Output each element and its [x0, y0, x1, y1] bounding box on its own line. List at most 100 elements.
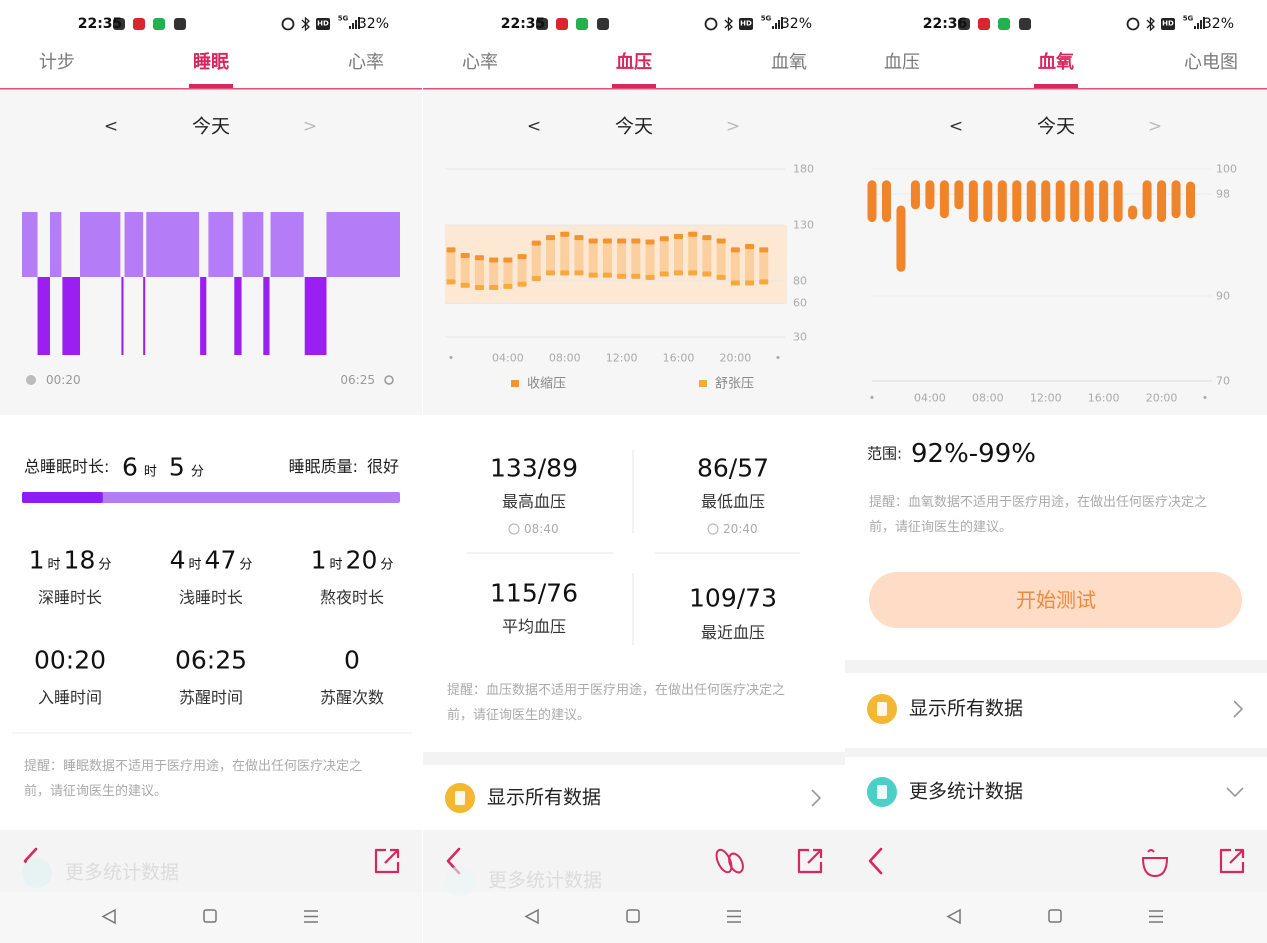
- screen-graphics: [0, 16, 422, 943]
- x-tick-label: 04:00: [914, 391, 946, 405]
- diastolic-cap: [588, 272, 598, 278]
- date-prev[interactable]: <: [103, 116, 119, 137]
- stat-value: 109/73: [689, 583, 777, 613]
- faded-row-label: 更多统计数据: [488, 869, 603, 892]
- nav-home[interactable]: [203, 909, 217, 923]
- tab[interactable]: 心率: [348, 52, 384, 73]
- x-tick-label: •: [774, 351, 782, 365]
- deep-sleep-block: [62, 277, 80, 355]
- date-next[interactable]: >: [725, 116, 741, 137]
- status-battery: 32%: [780, 16, 812, 32]
- tab[interactable]: 心电图: [1184, 52, 1238, 73]
- button-label[interactable]: 开始测试: [1016, 588, 1096, 612]
- row-label[interactable]: 更多统计数据: [909, 780, 1024, 803]
- nav-back[interactable]: [524, 908, 539, 925]
- back-button[interactable]: [868, 847, 883, 875]
- tab[interactable]: 血氧: [771, 52, 807, 73]
- row-chevron: [811, 789, 822, 807]
- diastolic-cap: [460, 282, 470, 288]
- clock-icon: [707, 523, 719, 535]
- tab-divider: [423, 88, 845, 90]
- deep-sleep-block: [304, 277, 327, 355]
- date-next[interactable]: >: [302, 116, 318, 137]
- status-hd: HD: [1162, 19, 1174, 28]
- share-button[interactable]: [374, 848, 400, 874]
- row-label[interactable]: 显示所有数据: [487, 786, 602, 809]
- y-tick-label: 80: [793, 274, 807, 288]
- tab[interactable]: 血压: [616, 52, 652, 73]
- diastolic-cap: [631, 273, 641, 279]
- status-signal: 5G: [1182, 14, 1194, 23]
- nav-home[interactable]: [626, 909, 640, 923]
- share-button[interactable]: [797, 848, 823, 874]
- systolic-cap: [446, 247, 456, 253]
- status-app-icon: [1019, 18, 1031, 30]
- diastolic-cap: [745, 280, 755, 286]
- stat-value: 86/57: [696, 453, 770, 483]
- stat-minutes: 20: [345, 545, 378, 575]
- nav-bar: [0, 892, 422, 943]
- nav-home[interactable]: [1048, 909, 1062, 923]
- diastolic-cap: [546, 270, 556, 276]
- cup-icon[interactable]: [1141, 849, 1169, 878]
- tab[interactable]: 睡眠: [193, 52, 229, 73]
- tab[interactable]: 计步: [39, 52, 75, 73]
- status-battery: 32%: [357, 16, 389, 32]
- date-label: 今天: [1036, 115, 1076, 138]
- deep-sleep-block: [263, 277, 270, 355]
- section-gap: [845, 748, 1267, 757]
- range-label: 范围:: [867, 444, 903, 463]
- total-hours: 6: [122, 452, 138, 482]
- quality-label: 睡眠质量:: [288, 457, 358, 476]
- disclaimer: 提醒：血压数据不适用于医疗用途，在做出任何医疗决定之前，请征询医生的建议。: [447, 683, 786, 723]
- date-next[interactable]: >: [1147, 116, 1163, 137]
- deep-sleep-block: [121, 277, 124, 355]
- stat-label: 深睡时长: [37, 588, 103, 607]
- phone-screen: 22:35 HD 5G 32% 心率 血压 血氧 < 今天 >180 130 80 60 30 • 04:00…: [423, 0, 845, 943]
- pressure-range: [730, 247, 740, 286]
- stat-time: 08:40: [524, 522, 559, 536]
- date-prev[interactable]: <: [526, 116, 542, 137]
- stat-label: 浅睡时长: [178, 588, 244, 607]
- signal-bar: [778, 20, 780, 29]
- stat-label: 熬夜时长: [319, 588, 385, 607]
- x-tick-label: •: [868, 391, 876, 405]
- pill-icon: [728, 852, 744, 874]
- status-signal: 5G: [337, 14, 349, 23]
- date-prev[interactable]: <: [948, 116, 964, 137]
- pressure-range: [517, 254, 527, 287]
- status-app-icon: [113, 18, 125, 30]
- sleep-start: 00:20: [46, 373, 81, 387]
- faded-row-icon: [445, 866, 475, 896]
- start-test-button[interactable]: [869, 572, 1242, 628]
- stat-value: 1 时 18 分: [29, 546, 112, 575]
- systolic-cap: [546, 235, 556, 241]
- diastolic-cap: [517, 281, 527, 287]
- diastolic-cap: [659, 271, 669, 277]
- nav-back[interactable]: [946, 908, 961, 925]
- stat-label: 最近血压: [700, 623, 766, 642]
- status-hd: HD: [317, 19, 329, 28]
- tab[interactable]: 血压: [884, 52, 920, 73]
- systolic-cap: [673, 233, 683, 239]
- row-label[interactable]: 显示所有数据: [909, 697, 1024, 720]
- signal-bar: [1197, 23, 1199, 29]
- systolic-cap: [631, 238, 641, 244]
- row-icon-glyph: [455, 791, 465, 805]
- x-tick-label: 12:00: [605, 351, 638, 365]
- pressure-range: [574, 235, 584, 276]
- row-chevron: [1226, 787, 1244, 798]
- stat-value: 0: [344, 645, 360, 675]
- nav-back[interactable]: [101, 908, 116, 925]
- tab[interactable]: 心率: [462, 52, 498, 73]
- x-tick-label: 04:00: [492, 351, 524, 365]
- share-button[interactable]: [1219, 848, 1245, 874]
- sleep-end: 06:25: [340, 373, 375, 387]
- section-gap: [423, 752, 845, 765]
- pressure-range: [588, 238, 598, 278]
- tab[interactable]: 血氧: [1038, 52, 1074, 73]
- systolic-cap: [745, 244, 755, 250]
- systolic-cap: [688, 231, 698, 237]
- signal-bar: [1194, 26, 1196, 29]
- stat-value: 00:20: [33, 645, 107, 675]
